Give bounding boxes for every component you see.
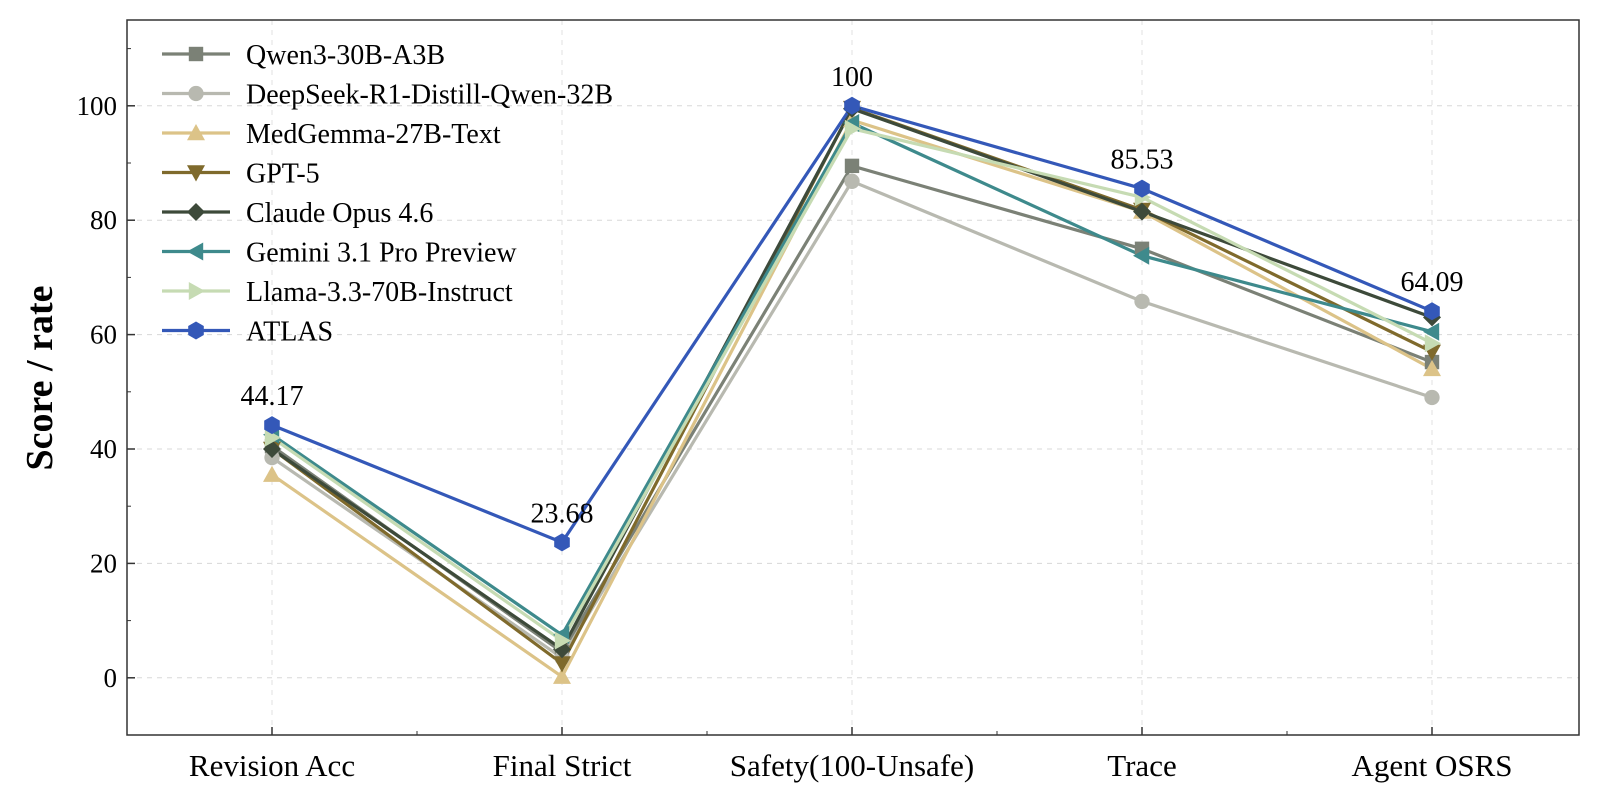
data-point-atlas xyxy=(264,416,280,435)
data-point-medgemma-27b-text xyxy=(263,465,281,482)
data-label-safety-100-unsafe: 100 xyxy=(831,62,873,93)
x-tick-label-trace: Trace xyxy=(1107,748,1176,783)
legend-label-claude-opus-4-6: Claude Opus 4.6 xyxy=(246,198,433,229)
data-point-atlas xyxy=(1424,302,1440,321)
legend-label-gpt-5: GPT-5 xyxy=(246,159,320,190)
data-label-revision-acc: 44.17 xyxy=(241,381,304,412)
y-tick-label: 60 xyxy=(90,320,117,350)
legend-marker-deepseek-r1-distill-qwen-32b xyxy=(188,85,204,102)
legend-label-medgemma-27b-text: MedGemma-27B-Text xyxy=(246,119,501,150)
data-point-medgemma-27b-text xyxy=(553,667,571,684)
y-tick-label: 40 xyxy=(90,434,117,464)
legend-marker-medgemma-27b-text xyxy=(187,124,205,141)
legend-label-gemini-3-1-pro-preview: Gemini 3.1 Pro Preview xyxy=(246,238,517,269)
data-point-llama-3-3-70b-instruct xyxy=(554,631,571,650)
data-point-atlas xyxy=(844,96,860,115)
axes: 0 20 40 60 80 100 Revision Acc Final Strict Safe… xyxy=(77,48,1513,783)
legend-marker-llama-3-3-70b-instruct xyxy=(188,282,205,300)
legend-label-llama-3-3-70b-instruct: Llama-3.3-70B-Instruct xyxy=(246,277,513,308)
data-point-qwen3-30b-a3b xyxy=(844,158,860,174)
x-tick-label-revision-acc: Revision Acc xyxy=(189,748,355,783)
y-tick-label: 100 xyxy=(77,91,118,121)
legend-marker-gemini-3-1-pro-preview xyxy=(187,242,204,261)
x-tick-label-agent-osrs: Agent OSRS xyxy=(1351,748,1512,783)
y-tick-label: 20 xyxy=(90,548,117,578)
data-label-trace: 85.53 xyxy=(1111,145,1174,176)
data-point-gpt-5 xyxy=(553,656,571,673)
x-tick-label-final-strict: Final Strict xyxy=(493,748,632,783)
data-point-claude-opus-4-6 xyxy=(1133,202,1151,221)
legend-marker-atlas xyxy=(188,321,204,340)
data-label-agent-osrs: 64.09 xyxy=(1401,267,1464,298)
y-tick-label: 0 xyxy=(104,663,118,693)
legend-label-qwen3-30b-a3b: Qwen3-30B-A3B xyxy=(246,40,445,71)
data-point-atlas xyxy=(554,533,570,552)
data-point-gemini-3-1-pro-preview xyxy=(1133,246,1150,265)
data-point-llama-3-3-70b-instruct xyxy=(844,119,861,138)
series-markers xyxy=(263,96,1441,684)
y-axis-label: Score / rate xyxy=(19,286,61,471)
legend-marker-claude-opus-4-6 xyxy=(187,203,205,221)
legend: Qwen3-30B-A3B DeepSeek-R1-Distill-Qwen-32… xyxy=(162,40,613,348)
plot-frame xyxy=(126,19,1580,736)
legend-marker-qwen3-30b-a3b xyxy=(188,46,204,62)
data-point-medgemma-27b-text xyxy=(1423,359,1441,377)
legend-label-deepseek-r1-distill-qwen-32b: DeepSeek-R1-Distill-Qwen-32B xyxy=(246,80,613,111)
x-tick-label-safety-100-unsafe: Safety(100-Unsafe) xyxy=(730,748,974,783)
data-point-deepseek-r1-distill-qwen-32b xyxy=(1134,293,1150,310)
data-point-deepseek-r1-distill-qwen-32b xyxy=(1424,389,1440,406)
data-point-llama-3-3-70b-instruct xyxy=(264,428,281,447)
legend-marker-gpt-5 xyxy=(187,165,205,182)
y-tick-label: 80 xyxy=(90,205,117,235)
grid xyxy=(127,20,1579,735)
data-point-atlas xyxy=(1134,179,1150,198)
series-line-claude-opus-4-6 xyxy=(271,107,1433,651)
data-label-final-strict: 23.68 xyxy=(531,498,594,529)
data-labels: 44.17 23.68 100 85.53 64.09 xyxy=(241,62,1464,530)
legend-label-atlas: ATLAS xyxy=(246,317,333,348)
data-point-deepseek-r1-distill-qwen-32b xyxy=(844,173,860,189)
data-point-gemini-3-1-pro-preview xyxy=(1423,322,1440,341)
data-point-llama-3-3-70b-instruct xyxy=(1424,334,1441,353)
